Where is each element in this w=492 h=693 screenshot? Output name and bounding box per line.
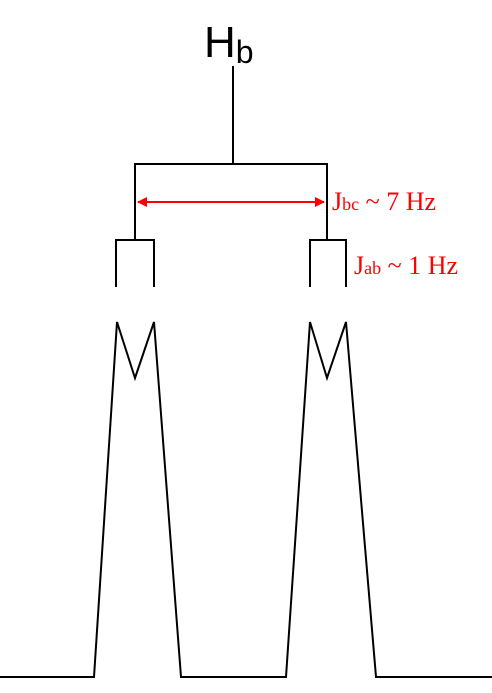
coupling-bc-label: Jbc ~ 7 Hz xyxy=(332,187,436,216)
coupling-ab-prefix: J xyxy=(354,251,364,280)
proton-label-subscript: b xyxy=(236,34,254,70)
coupling-ab-label: Jab ~ 1 Hz xyxy=(354,251,458,280)
proton-label: Hb xyxy=(204,18,254,70)
tree-right-split-ab xyxy=(309,239,347,287)
splitting-tree xyxy=(115,66,347,287)
coupling-bc-value: ~ 7 Hz xyxy=(359,187,436,216)
spectrum-trace xyxy=(0,321,492,678)
coupling-bc-subscript: bc xyxy=(342,194,359,214)
proton-label-main: H xyxy=(204,18,236,67)
tree-first-split-bc xyxy=(134,163,328,202)
coupling-ab-subscript: ab xyxy=(364,258,381,278)
tree-left-split-ab xyxy=(115,239,155,287)
coupling-bc-prefix: J xyxy=(332,187,342,216)
coupling-ab-value: ~ 1 Hz xyxy=(381,251,458,280)
